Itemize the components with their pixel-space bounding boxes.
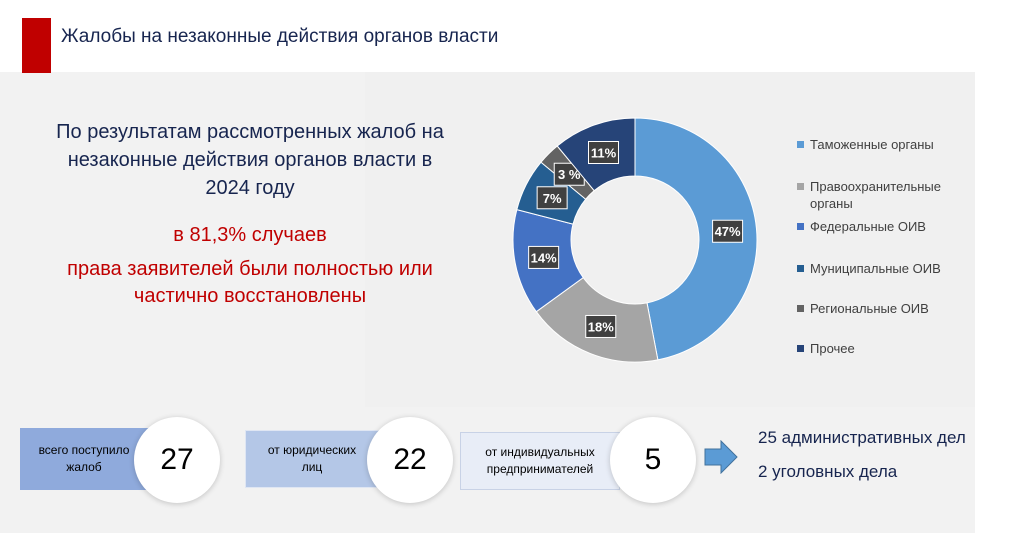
stat-legal-box: от юридических лиц [245, 430, 395, 488]
legend-label: Муниципальные ОИВ [810, 261, 941, 276]
legend-label: Прочее [810, 341, 855, 356]
svg-text:47%: 47% [715, 224, 741, 239]
legend-label: Правоохранительные [810, 179, 941, 194]
stat-ip-label-2: предпринимателей [486, 462, 594, 476]
legend-swatch [797, 305, 804, 312]
legend-swatch [797, 345, 804, 352]
title-accent-block [22, 18, 51, 73]
highlight-line-1: в 81,3% случаев [173, 224, 327, 246]
legend-label: Федеральные ОИВ [810, 219, 926, 234]
intro-line-2: незаконные действия органов власти в [67, 149, 433, 171]
data-label-customs: 47% [712, 219, 744, 243]
highlight-line-3: частично восстановлены [133, 285, 367, 307]
stat-total-box: всего поступило жалоб [20, 428, 160, 490]
svg-text:3 %: 3 % [558, 167, 581, 182]
legend-swatch [797, 183, 804, 190]
arrow-right-icon [704, 440, 738, 474]
slice-customs [634, 117, 758, 361]
data-label-law-enforcement: 18% [585, 314, 617, 338]
legend-item-municipal: Муниципальные ОИВ [797, 260, 970, 277]
data-label-municipal: 7% [536, 186, 568, 210]
highlight-text: в 81,3% случаев права заявителей были по… [30, 220, 470, 310]
svg-text:18%: 18% [588, 319, 614, 334]
legend-swatch [797, 141, 804, 148]
stat-total-label-2: жалоб [66, 460, 102, 474]
highlight-line-2: права заявителей были полностью или [67, 258, 433, 280]
page-title: Жалобы на незаконные действия органов вл… [61, 26, 499, 47]
legend-swatch [797, 265, 804, 272]
donut-chart: 47% 18% 14% 7% 3 % 11% [512, 117, 758, 363]
legend-label-line-2: органы [810, 196, 853, 211]
stat-ip-value: 5 [610, 417, 696, 503]
data-label-other: 11% [587, 140, 619, 164]
intro-text: По результатам рассмотренных жалоб на не… [30, 118, 470, 202]
stat-legal-label-1: от юридических [267, 443, 357, 457]
legend-label: Региональные ОИВ [810, 301, 929, 316]
legend-item-customs: Таможенные органы [797, 136, 970, 153]
svg-text:11%: 11% [591, 145, 617, 160]
intro-line-1: По результатам рассмотренных жалоб на [56, 121, 444, 143]
outcome-criminal: 2 уголовных дела [758, 462, 898, 481]
legend-item-regional: Региональные ОИВ [797, 300, 970, 317]
stat-total-value: 27 [134, 417, 220, 503]
legend-label: Таможенные органы [810, 137, 934, 152]
data-label-federal: 14% [528, 245, 560, 269]
legend-item-law-enforcement: Правоохранительные органы [797, 178, 970, 212]
legend-swatch [797, 223, 804, 230]
legend-item-federal: Федеральные ОИВ [797, 218, 970, 235]
stat-legal-value: 22 [367, 417, 453, 503]
intro-line-3: 2024 году [205, 177, 295, 199]
legend-item-other: Прочее [797, 340, 970, 357]
stat-legal-label-2: лиц [301, 460, 323, 474]
outcome-admin: 25 административных дел [758, 428, 966, 447]
svg-text:14%: 14% [531, 250, 557, 265]
stat-total-label-1: всего поступило [38, 443, 130, 457]
stat-ip-box: от индивидуальных предпринимателей [460, 432, 620, 490]
svg-text:7%: 7% [543, 191, 562, 206]
stat-ip-label-1: от индивидуальных [485, 445, 595, 459]
